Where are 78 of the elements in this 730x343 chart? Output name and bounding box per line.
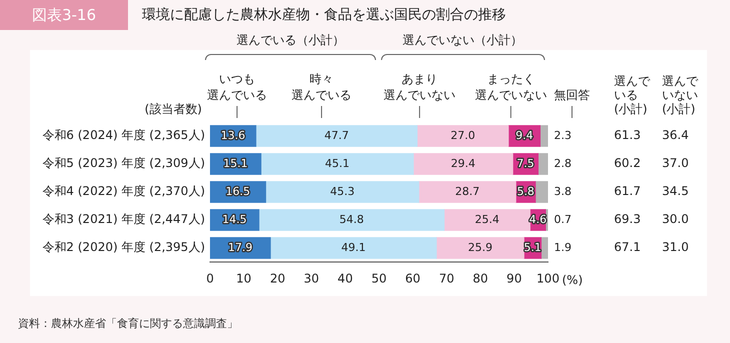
x-tick-label: 50 bbox=[371, 271, 387, 286]
text: 61.7 bbox=[614, 184, 641, 198]
data-label: 1.9 bbox=[554, 240, 572, 254]
x-tick-label: 0 bbox=[206, 271, 214, 286]
bar bbox=[444, 209, 530, 231]
y-tick-label: 令和5 (2023) 年度 (2,309人) bbox=[42, 156, 205, 170]
data-label: 0.7 bbox=[554, 212, 572, 226]
x-tick-label: 40 bbox=[338, 271, 353, 286]
y-tick-label: 令和2 (2020) 年度 (2,395人) bbox=[42, 240, 205, 254]
data-label: 28.7 bbox=[455, 184, 480, 198]
bar bbox=[256, 125, 418, 147]
data-label: 45.3 bbox=[330, 184, 355, 198]
x-axis-title: (%) bbox=[562, 273, 583, 288]
x-tick-label: 20 bbox=[270, 271, 286, 286]
text: 選んでいない(小計) bbox=[662, 74, 699, 116]
series-label: 無回答 bbox=[554, 88, 590, 102]
text: (該当者数) bbox=[144, 102, 202, 116]
series-label: いつも選んでいる bbox=[207, 72, 268, 102]
data-label: 17.9 bbox=[228, 240, 252, 254]
x-tick-label: 80 bbox=[472, 271, 488, 286]
text: 60.2 bbox=[614, 156, 641, 170]
data-label: 54.8 bbox=[339, 212, 364, 226]
x-tick-label: 30 bbox=[304, 271, 320, 286]
x-tick-label: 100 bbox=[536, 271, 560, 286]
text: 30.0 bbox=[662, 212, 689, 226]
text: 選んでいる(小計) bbox=[614, 74, 651, 116]
data-label: 45.1 bbox=[325, 156, 350, 170]
data-label: 49.1 bbox=[341, 240, 366, 254]
y-tick-label: 令和6 (2024) 年度 (2,365人) bbox=[42, 128, 205, 142]
data-label: 3.8 bbox=[554, 184, 572, 198]
text: 61.3 bbox=[614, 128, 641, 142]
text: 図表3-16 bbox=[0, 0, 128, 30]
data-label: 25.9 bbox=[468, 240, 492, 254]
data-label: 13.6 bbox=[220, 128, 246, 142]
text: 69.3 bbox=[614, 212, 641, 226]
text: 31.0 bbox=[662, 240, 689, 254]
bar bbox=[540, 125, 548, 147]
x-tick-label: 90 bbox=[506, 271, 522, 286]
bar bbox=[258, 209, 445, 231]
text: 36.4 bbox=[662, 128, 689, 142]
bar bbox=[416, 125, 509, 147]
y-tick-label: 令和4 (2022) 年度 (2,370人) bbox=[42, 184, 205, 198]
text: 34.5 bbox=[662, 184, 689, 198]
text: 選んでいる（小計） bbox=[236, 33, 344, 48]
text: 67.1 bbox=[614, 240, 641, 254]
x-tick-label: 60 bbox=[405, 271, 420, 286]
data-label: 2.3 bbox=[554, 128, 572, 142]
series-label: あまり選んでいない bbox=[384, 72, 456, 102]
text: 37.0 bbox=[662, 156, 689, 170]
data-label: 9.4 bbox=[516, 128, 534, 142]
data-label: 15.1 bbox=[223, 156, 248, 170]
data-label: 29.4 bbox=[450, 156, 476, 170]
bar bbox=[418, 181, 516, 203]
x-tick-label: 70 bbox=[438, 271, 454, 286]
chart-title: 環境に配慮した農林水産物・食品を選ぶ国民の割合の推移 bbox=[142, 6, 506, 25]
bar bbox=[270, 237, 437, 259]
data-label: 2.8 bbox=[554, 156, 572, 170]
x-tick-label: 10 bbox=[236, 271, 252, 286]
data-label: 5.1 bbox=[524, 240, 542, 254]
y-tick-label: 令和3 (2021) 年度 (2,447人) bbox=[42, 212, 205, 226]
data-label: 25.4 bbox=[474, 212, 500, 226]
bar bbox=[538, 153, 548, 175]
text: 選んでいない（小計） bbox=[402, 33, 523, 48]
series-label: まったく選んでいない bbox=[474, 72, 547, 102]
data-label: 7.5 bbox=[516, 156, 534, 170]
text: 資料：農林水産省「食育に関する意識調査」 bbox=[18, 316, 238, 331]
bar bbox=[535, 181, 548, 203]
bar bbox=[540, 237, 548, 259]
series-label: 時々選んでいる bbox=[292, 72, 352, 102]
bar bbox=[265, 181, 420, 203]
bar bbox=[260, 153, 414, 175]
bar bbox=[436, 237, 524, 259]
data-label: 27.0 bbox=[450, 128, 476, 142]
data-label: 5.8 bbox=[516, 184, 534, 198]
data-label: 14.5 bbox=[222, 212, 247, 226]
data-label: 16.5 bbox=[226, 184, 250, 198]
bar bbox=[413, 153, 514, 175]
data-label: 47.7 bbox=[324, 128, 349, 142]
